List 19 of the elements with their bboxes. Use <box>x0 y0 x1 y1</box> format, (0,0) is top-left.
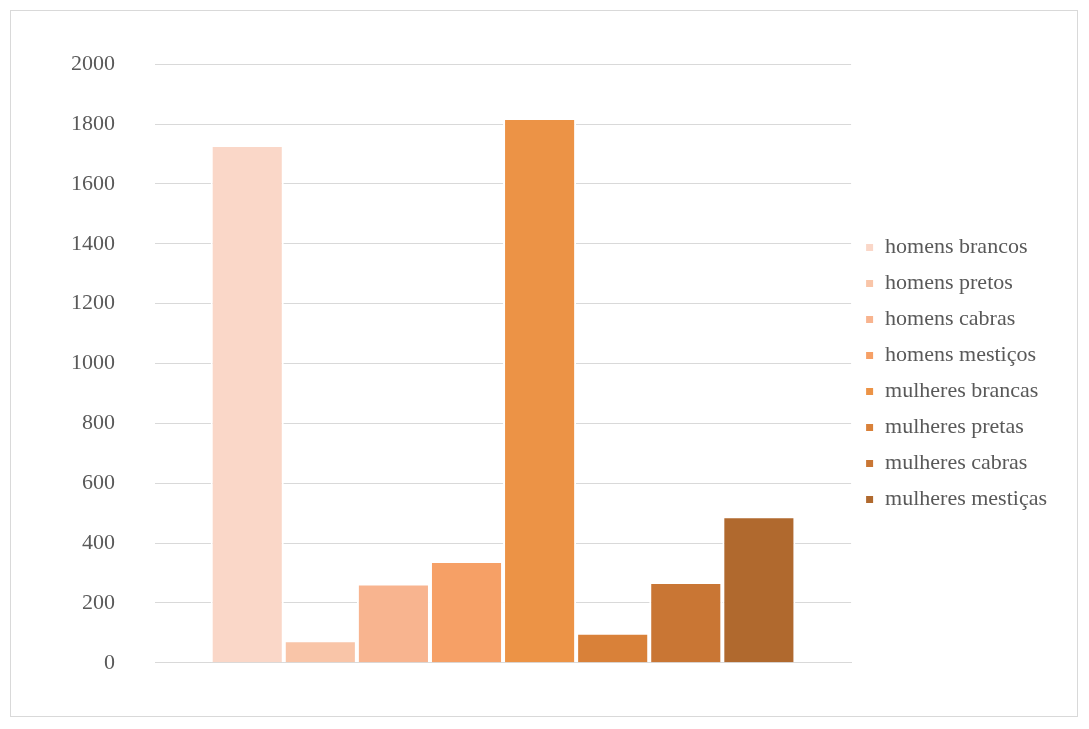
y-tick-label: 2000 <box>71 49 115 75</box>
legend-label: homens pretos <box>885 269 1013 295</box>
y-tick-label: 0 <box>104 648 115 674</box>
y-tick-label: 600 <box>82 469 115 494</box>
legend-label: homens mestiços <box>885 341 1037 367</box>
y-tick-label: 1400 <box>71 229 115 255</box>
legend-label: mulheres cabras <box>885 449 1028 475</box>
legend-label: mulheres brancas <box>885 377 1039 403</box>
legend-label: mulheres mestiças <box>885 485 1048 511</box>
y-tick-label: 1600 <box>71 169 115 195</box>
y-tick-label: 200 <box>82 588 115 614</box>
legend-label: homens brancos <box>885 233 1028 259</box>
legend-label: mulheres pretas <box>885 413 1024 439</box>
y-tick-label: 1200 <box>71 289 115 315</box>
legend-label: homens cabras <box>885 305 1016 331</box>
y-tick-label: 400 <box>82 528 115 554</box>
y-tick-label: 800 <box>82 409 115 435</box>
y-tick-label: 1000 <box>71 349 115 375</box>
y-tick-label: 1800 <box>71 109 115 135</box>
